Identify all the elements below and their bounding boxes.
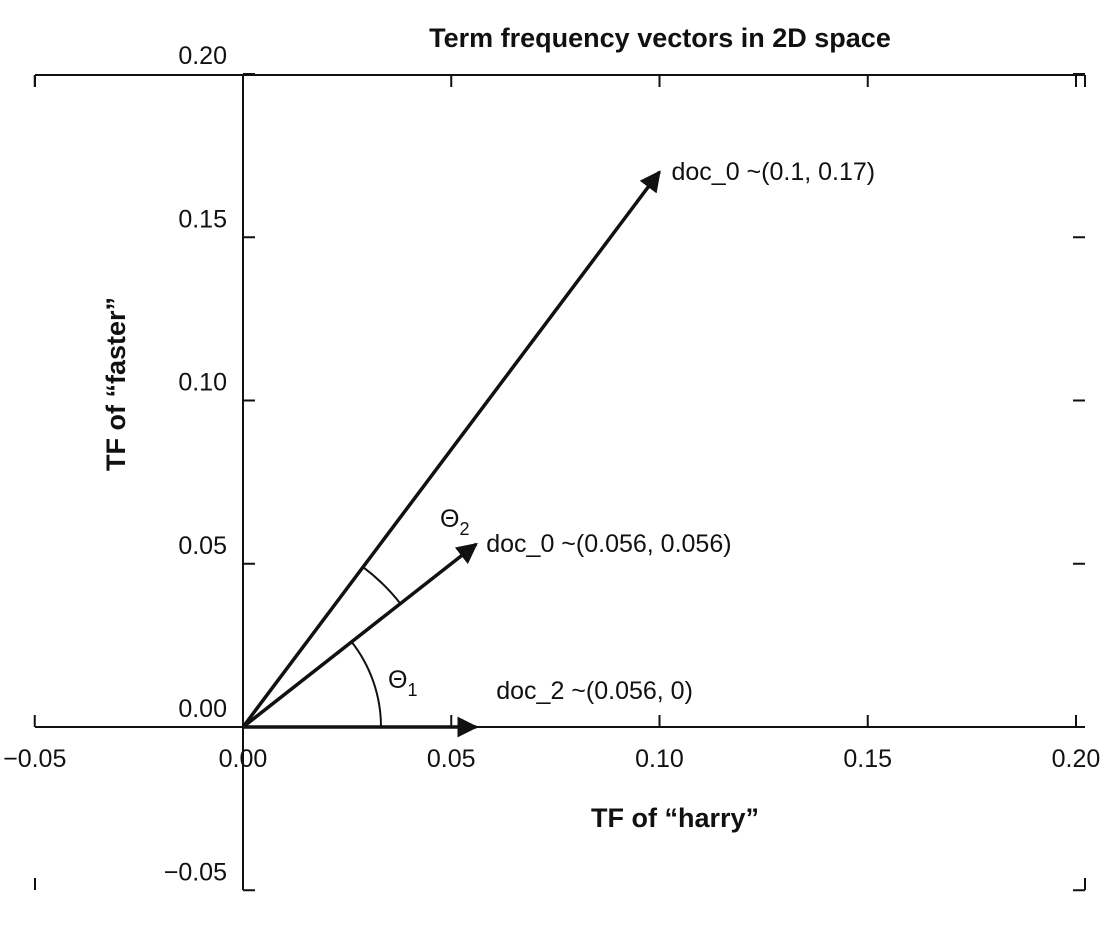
angle-arc-theta2	[362, 566, 402, 605]
angle-arc-theta1	[350, 641, 382, 728]
y-tick-label: 0.00	[178, 695, 227, 723]
x-tick-label: 0.05	[427, 745, 476, 773]
axes	[35, 75, 1085, 890]
y-axis-title: TF of “faster”	[101, 297, 131, 471]
x-tick-label: 0.15	[843, 745, 892, 773]
x-tick-label: 0.00	[219, 745, 268, 773]
y-tick-label: 0.05	[178, 532, 227, 560]
y-tick-label: 0.20	[178, 42, 227, 70]
y-tick-label: −0.05	[164, 858, 227, 886]
y-axis-ticks: −0.05 0.00 0.05 0.10 0.15 0.20	[164, 42, 1085, 892]
x-axis-title: TF of “harry”	[591, 803, 759, 833]
angle-arcs	[350, 566, 402, 728]
x-axis-ticks: −0.05 0.00 0.05 0.10 0.15 0.20	[3, 75, 1100, 773]
x-tick-label: 0.20	[1052, 745, 1101, 773]
angle-label-theta2: Θ2	[440, 505, 469, 539]
plot-frame	[34, 74, 1086, 890]
y-tick-label: 0.10	[178, 369, 227, 397]
y-tick-label: 0.15	[178, 205, 227, 233]
chart-title: Term frequency vectors in 2D space	[429, 23, 891, 53]
vector-label: doc_2 ~(0.056, 0)	[496, 677, 693, 705]
vector-arrow	[241, 170, 661, 729]
vector-arrow	[241, 542, 478, 729]
vector-labels: doc_0 ~(0.1, 0.17) doc_0 ~(0.056, 0.056) d…	[486, 158, 875, 705]
vectors	[241, 170, 661, 738]
x-tick-label: 0.10	[635, 745, 684, 773]
vector-label: doc_0 ~(0.056, 0.056)	[486, 530, 731, 558]
x-tick-label: −0.05	[3, 745, 66, 773]
vector-label: doc_0 ~(0.1, 0.17)	[672, 158, 876, 186]
angle-label-theta1: Θ1	[388, 666, 417, 700]
